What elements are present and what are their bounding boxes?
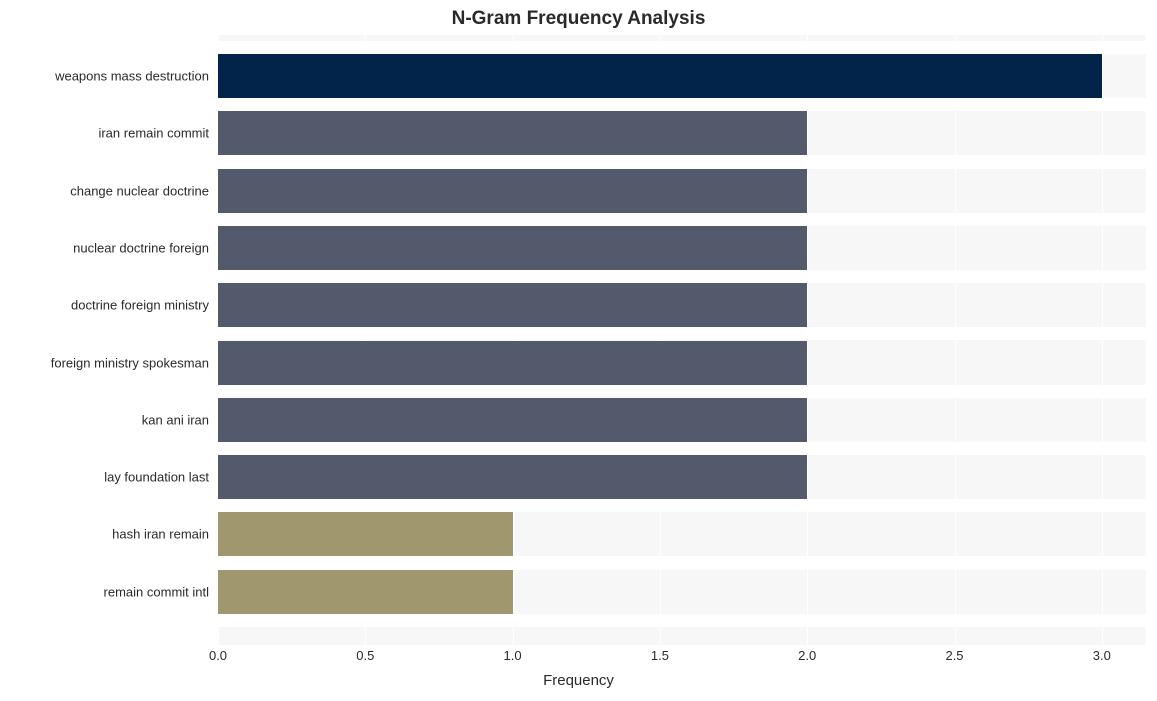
bar — [218, 398, 807, 442]
x-axis-label: Frequency — [0, 672, 1157, 689]
x-tick-label: 1.5 — [651, 648, 669, 663]
row-band — [218, 327, 1146, 340]
bar — [218, 341, 807, 385]
gridline — [1102, 35, 1103, 645]
y-tick-label: doctrine foreign ministry — [0, 298, 209, 313]
y-tick-label: hash iran remain — [0, 527, 209, 542]
x-tick-label: 1.0 — [504, 648, 522, 663]
bar — [218, 283, 807, 327]
row-band — [218, 499, 1146, 512]
row-band — [218, 442, 1146, 455]
x-tick-label: 2.5 — [945, 648, 963, 663]
row-band — [218, 556, 1146, 569]
plot-area — [218, 35, 1146, 645]
row-band — [218, 98, 1146, 111]
y-tick-label: lay foundation last — [0, 470, 209, 485]
y-tick-label: iran remain commit — [0, 126, 209, 141]
gridline — [807, 35, 808, 645]
y-tick-label: remain commit intl — [0, 584, 209, 599]
bar — [218, 512, 513, 556]
row-band — [218, 213, 1146, 226]
row-band — [218, 41, 1146, 54]
bar — [218, 111, 807, 155]
x-tick-label: 2.0 — [798, 648, 816, 663]
bar — [218, 169, 807, 213]
row-band — [218, 270, 1146, 283]
x-tick-label: 3.0 — [1093, 648, 1111, 663]
row-band — [218, 614, 1146, 627]
y-tick-label: foreign ministry spokesman — [0, 355, 209, 370]
bar — [218, 455, 807, 499]
row-band — [218, 385, 1146, 398]
x-tick-label: 0.0 — [209, 648, 227, 663]
row-band — [218, 155, 1146, 168]
y-tick-label: weapons mass destruction — [0, 69, 209, 84]
y-tick-label: change nuclear doctrine — [0, 183, 209, 198]
gridline — [955, 35, 956, 645]
bar — [218, 54, 1102, 98]
x-tick-label: 0.5 — [356, 648, 374, 663]
y-tick-label: kan ani iran — [0, 412, 209, 427]
chart-title: N-Gram Frequency Analysis — [0, 8, 1157, 30]
y-tick-label: nuclear doctrine foreign — [0, 240, 209, 255]
bar — [218, 226, 807, 270]
bar — [218, 570, 513, 614]
